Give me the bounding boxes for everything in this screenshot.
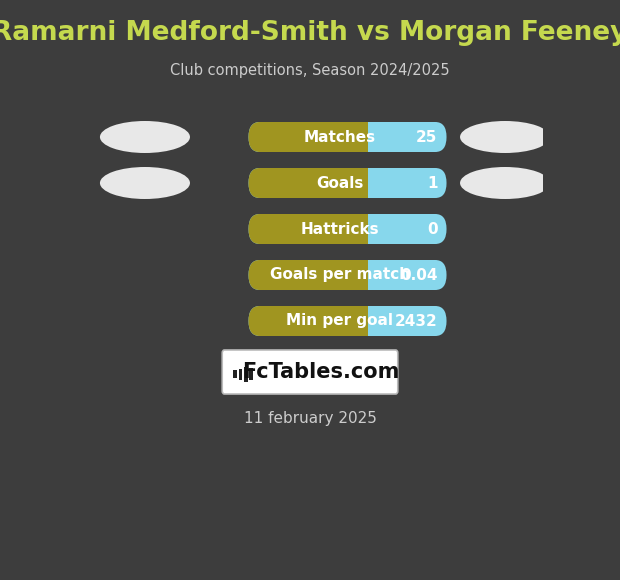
FancyBboxPatch shape [249, 168, 366, 198]
Text: Goals per match: Goals per match [270, 267, 410, 282]
Bar [355, 214, 368, 244]
Text: Matches: Matches [304, 129, 376, 144]
Text: Ramarni Medford-Smith vs Morgan Feeney: Ramarni Medford-Smith vs Morgan Feeney [0, 20, 620, 46]
FancyBboxPatch shape [249, 260, 366, 290]
FancyBboxPatch shape [249, 122, 366, 152]
Bar [355, 168, 368, 198]
FancyBboxPatch shape [249, 168, 446, 198]
Bar [249, 368, 253, 380]
Ellipse shape [460, 121, 550, 153]
Text: 0.04: 0.04 [400, 267, 438, 282]
Text: 0: 0 [427, 222, 438, 237]
Bar [355, 306, 368, 336]
FancyBboxPatch shape [249, 260, 446, 290]
FancyBboxPatch shape [249, 214, 446, 244]
FancyBboxPatch shape [249, 306, 446, 336]
Text: 1: 1 [427, 176, 438, 190]
Bar [239, 368, 242, 379]
Bar [244, 367, 248, 382]
Ellipse shape [100, 167, 190, 199]
FancyBboxPatch shape [249, 214, 366, 244]
Text: Hattricks: Hattricks [300, 222, 379, 237]
Text: 11 february 2025: 11 february 2025 [244, 411, 376, 426]
FancyBboxPatch shape [249, 122, 446, 152]
Bar [355, 122, 368, 152]
FancyBboxPatch shape [222, 350, 398, 394]
Ellipse shape [100, 121, 190, 153]
Bar [355, 260, 368, 290]
Text: Goals: Goals [316, 176, 363, 190]
Ellipse shape [460, 167, 550, 199]
FancyBboxPatch shape [249, 306, 366, 336]
Bar [234, 370, 237, 378]
Text: Club competitions, Season 2024/2025: Club competitions, Season 2024/2025 [170, 63, 450, 78]
Text: FcTables.com: FcTables.com [242, 362, 399, 382]
Text: 25: 25 [416, 129, 438, 144]
Text: 2432: 2432 [395, 314, 438, 328]
Text: Min per goal: Min per goal [286, 314, 393, 328]
